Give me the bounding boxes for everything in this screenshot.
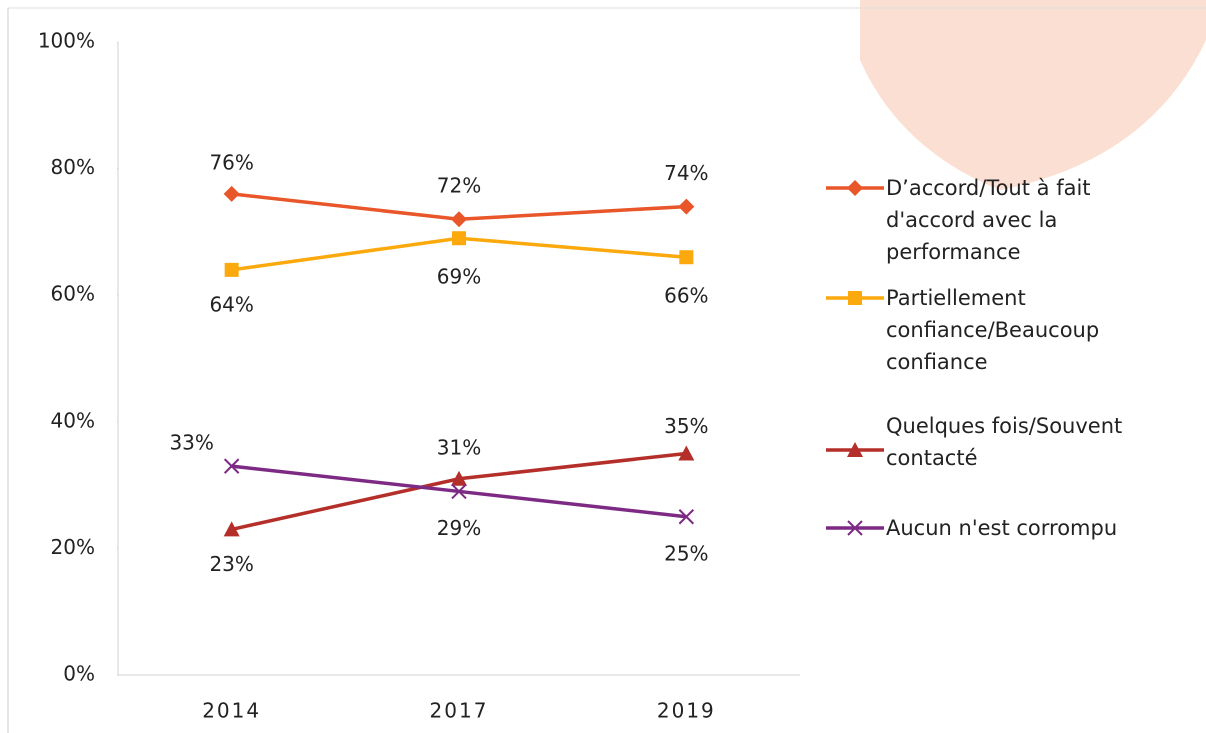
data-point: [223, 185, 240, 202]
legend-label: D’accord/Tout à fait d'accord avec la pe…: [886, 176, 1091, 264]
data-point: [451, 470, 467, 486]
data-label: 74%: [664, 161, 708, 185]
data-point: [451, 211, 467, 228]
y-tick-label: 0%: [63, 662, 95, 686]
x-tick-label: 2019: [657, 699, 716, 723]
legend-marker: [847, 442, 863, 457]
data-point: [678, 509, 695, 525]
y-tick-label: 20%: [51, 535, 95, 559]
data-label: 33%: [169, 431, 213, 455]
legend-label: Quelques fois/Souvent contacté: [886, 414, 1123, 470]
legend-marker: [847, 520, 863, 536]
y-tick-label: 60%: [51, 282, 95, 306]
legend-marker: [847, 180, 863, 196]
y-tick-label: 40%: [51, 408, 95, 432]
data-label: 72%: [437, 174, 481, 198]
data-label: 23%: [209, 552, 253, 576]
data-label: 64%: [209, 292, 253, 316]
data-label: 35%: [664, 414, 708, 438]
x-tick-label: 2017: [430, 699, 489, 723]
legend-marker: [848, 291, 862, 305]
data-point: [223, 458, 240, 474]
data-point: [678, 445, 695, 461]
data-label: 76%: [209, 150, 253, 174]
data-label: 29%: [437, 516, 481, 540]
legend-label: Aucun n'est corrompu: [886, 516, 1118, 540]
data-point: [223, 521, 240, 537]
data-point: [679, 250, 694, 265]
y-tick-label: 80%: [51, 155, 95, 179]
data-label: 66%: [664, 284, 708, 308]
data-label: 25%: [664, 541, 708, 565]
data-label: 69%: [437, 265, 481, 289]
x-tick-label: 2014: [202, 699, 261, 723]
data-point: [451, 483, 467, 500]
data-point: [678, 198, 695, 215]
legend-label: Partiellement confiance/Beaucoup confian…: [886, 286, 1100, 374]
data-point: [452, 231, 466, 246]
background-decoration: [860, 0, 1206, 190]
data-label: 31%: [437, 435, 481, 459]
y-tick-label: 100%: [38, 29, 95, 53]
data-point: [224, 262, 239, 277]
